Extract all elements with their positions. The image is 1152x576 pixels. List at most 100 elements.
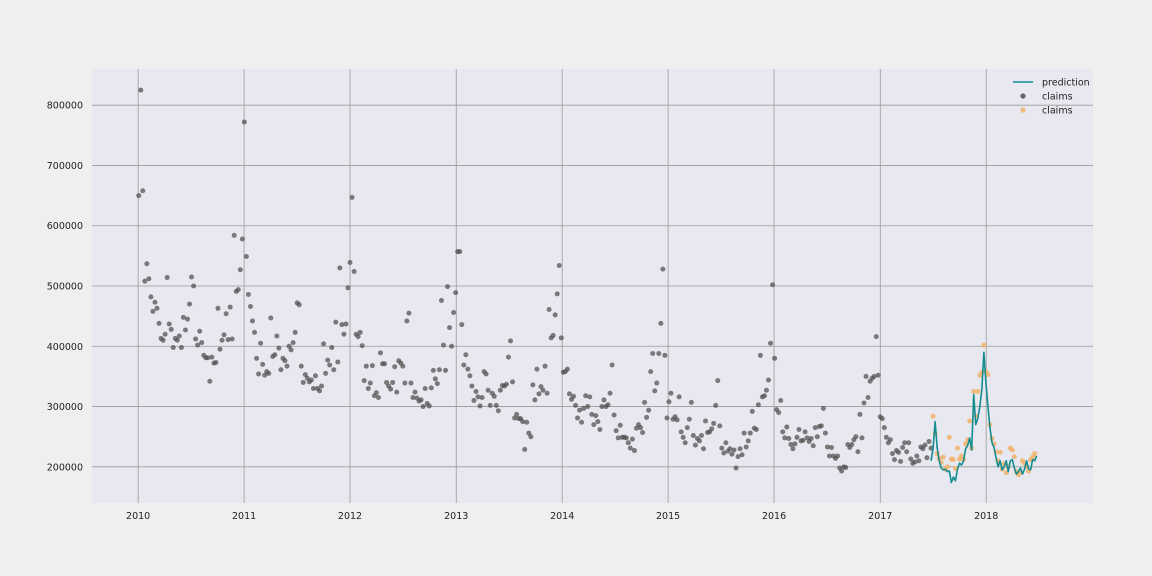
claims-point (477, 403, 483, 409)
legend-label: claims (1042, 92, 1073, 103)
claims-point (640, 429, 646, 435)
claims-point (824, 444, 830, 450)
claims-point (447, 325, 453, 331)
claims-point (426, 403, 432, 409)
claims-point (463, 352, 469, 358)
x-tick-label: 2010 (126, 511, 150, 522)
claims-point (493, 402, 499, 408)
claims-point (536, 391, 542, 397)
claims-point (250, 318, 255, 324)
claims-point (197, 328, 203, 334)
claims-point (367, 380, 373, 386)
claims-point (199, 340, 205, 346)
claims-point (140, 188, 146, 194)
claims-point (713, 402, 719, 408)
claims-point (1009, 447, 1015, 453)
claims-point (390, 379, 396, 385)
claims-point (575, 415, 581, 421)
claims-point (721, 450, 727, 456)
claims-point (585, 404, 591, 410)
claims-point (207, 378, 213, 384)
claims-point (761, 393, 767, 399)
y-tick-label: 700000 (47, 161, 83, 172)
claims-point (660, 266, 666, 272)
claims-point (436, 367, 442, 373)
legend-point-swatch (1020, 93, 1026, 99)
claims-point (339, 322, 345, 328)
claims-point (859, 435, 865, 441)
claims-point (532, 397, 538, 403)
claims-point (503, 381, 509, 387)
claims-point (540, 387, 546, 393)
claims-point (148, 294, 154, 300)
claims-point (564, 366, 570, 372)
claims-point (296, 302, 302, 308)
claims-point (1032, 451, 1038, 457)
claims-point (682, 440, 688, 446)
claims-point (788, 442, 794, 448)
claims-point (243, 253, 249, 259)
claims-point (205, 355, 211, 361)
claims-point (741, 430, 747, 436)
y-tick-label: 300000 (47, 402, 83, 413)
claims-point (544, 390, 550, 396)
claims-point (743, 444, 749, 450)
x-tick-label: 2011 (232, 511, 256, 522)
claims-point (780, 429, 786, 435)
claims-point (605, 402, 611, 408)
claims-point (896, 449, 902, 455)
claims-point (418, 397, 424, 403)
claims-point (514, 411, 520, 417)
claims-point (908, 456, 914, 462)
claims-point (176, 333, 182, 339)
claims-point (365, 385, 371, 391)
claims-point (434, 381, 440, 387)
claims-point (449, 343, 455, 349)
claims-point (794, 434, 800, 440)
claims-point (312, 373, 318, 379)
claims-point (231, 232, 237, 238)
claims-point (292, 329, 298, 335)
claims-point (573, 402, 579, 408)
claims-point (985, 372, 991, 378)
claims-point (668, 390, 674, 396)
claims-point (530, 382, 536, 388)
claims-point (497, 387, 503, 393)
claims-point (475, 394, 481, 400)
claims-point (583, 393, 589, 399)
claims-point (719, 445, 725, 451)
claims-point (195, 342, 201, 348)
x-tick-label: 2018 (974, 511, 998, 522)
claims-point (814, 434, 820, 440)
claims-point (625, 440, 631, 446)
claims-point (282, 358, 288, 364)
claims-point (235, 287, 241, 293)
claims-point (711, 420, 717, 426)
claims-point (308, 377, 314, 383)
claims-point (579, 419, 585, 425)
claims-point (755, 402, 761, 408)
claims-point (189, 274, 195, 280)
claims-point (883, 434, 889, 440)
claims-point (191, 283, 197, 289)
claims-point (658, 320, 664, 326)
claims-point (776, 410, 782, 416)
claims-point (508, 338, 514, 344)
claims-point (826, 453, 832, 459)
claims-point (310, 385, 316, 391)
claims-point (772, 355, 778, 361)
claims-point (839, 468, 845, 474)
claims-point (298, 363, 304, 369)
claims-point (889, 451, 895, 457)
claims-point (997, 449, 1003, 455)
claims-point (570, 393, 576, 399)
claims-point (900, 445, 906, 451)
claims-point (325, 357, 331, 363)
claims-point (241, 119, 247, 125)
claims-point (690, 432, 696, 438)
claims-point (187, 301, 193, 307)
claims-point (926, 439, 932, 445)
claims-point (822, 430, 828, 436)
claims-point (272, 352, 278, 358)
claims-point (495, 408, 501, 414)
